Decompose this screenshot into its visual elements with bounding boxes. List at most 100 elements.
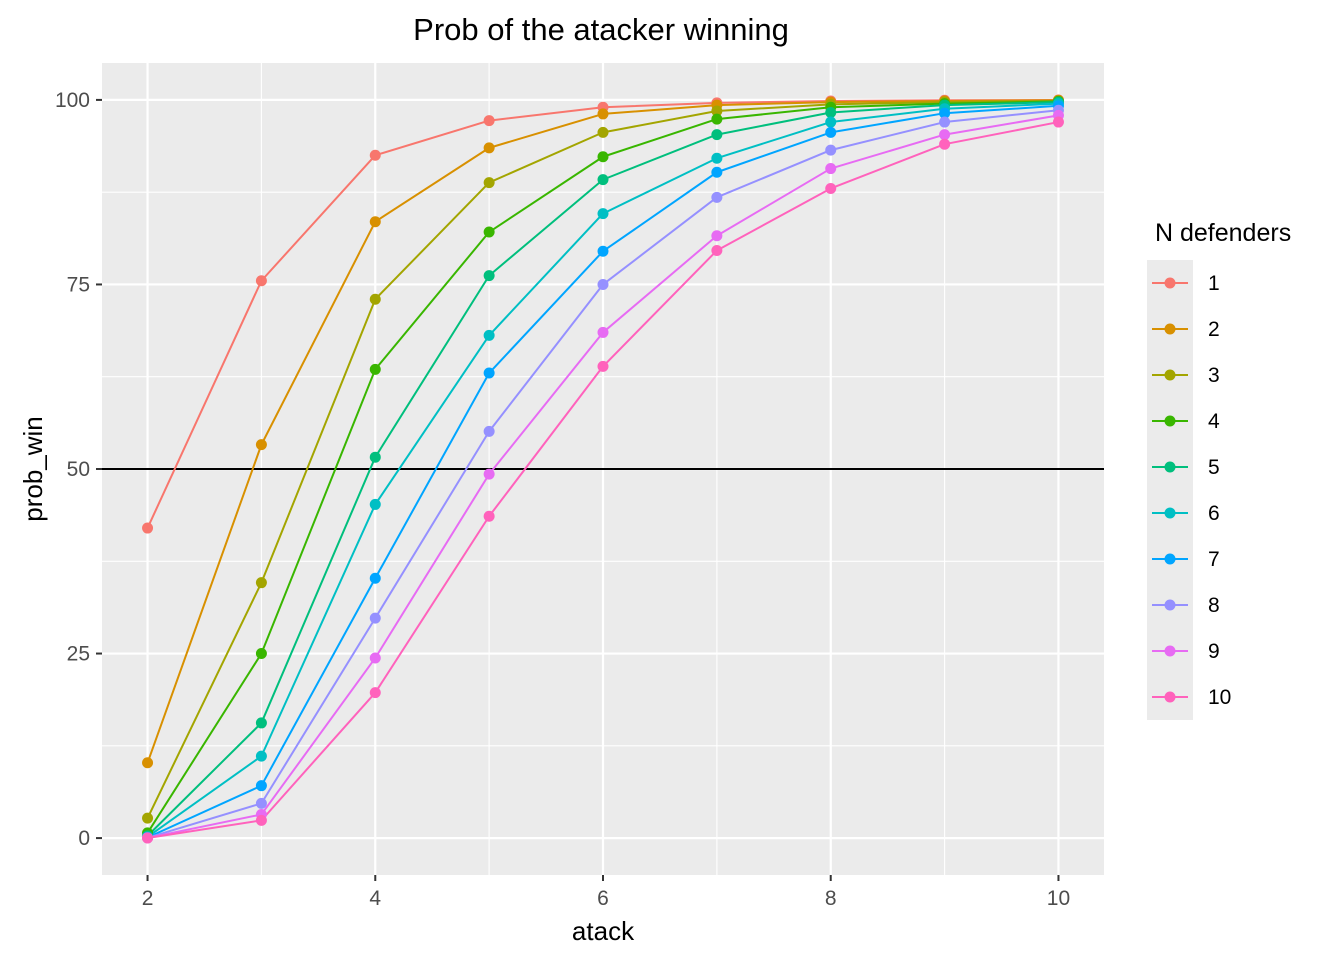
data-point-10 <box>255 814 267 826</box>
legend-label-1: 1 <box>1208 272 1220 295</box>
y-tick-label: 0 <box>78 827 90 850</box>
y-tick-label: 25 <box>67 643 90 666</box>
data-point-3 <box>255 577 267 589</box>
data-point-8 <box>369 612 381 624</box>
legend-label-3: 3 <box>1208 364 1220 387</box>
data-point-2 <box>597 108 609 120</box>
data-point-5 <box>597 174 609 186</box>
data-point-2 <box>483 142 495 154</box>
legend-key-point-4 <box>1164 415 1176 427</box>
x-axis-ticks: 2 4 6 8 10 <box>142 875 1070 910</box>
data-point-5 <box>825 106 837 118</box>
legend-key-point-8 <box>1164 599 1176 611</box>
data-point-10 <box>142 832 154 844</box>
legend-title: N defenders <box>1155 219 1291 247</box>
data-point-6 <box>369 498 381 510</box>
data-point-10 <box>483 510 495 522</box>
legend-label-2: 2 <box>1208 318 1220 341</box>
data-point-7 <box>255 780 267 792</box>
data-point-5 <box>711 129 723 141</box>
data-point-6 <box>597 208 609 220</box>
data-point-10 <box>369 687 381 699</box>
data-point-7 <box>711 166 723 178</box>
x-tick-label: 8 <box>825 887 837 910</box>
data-point-4 <box>597 151 609 163</box>
data-point-7 <box>597 245 609 257</box>
data-point-6 <box>825 116 837 128</box>
legend-label-6: 6 <box>1208 502 1220 525</box>
legend-label-8: 8 <box>1208 594 1220 617</box>
data-point-1 <box>142 522 154 534</box>
data-point-7 <box>483 367 495 379</box>
y-tick-label: 100 <box>55 89 90 112</box>
data-point-8 <box>483 425 495 437</box>
data-point-4 <box>711 113 723 125</box>
legend-key-point-9 <box>1164 645 1176 657</box>
data-point-5 <box>369 451 381 463</box>
series-points <box>142 94 1064 844</box>
data-point-6 <box>711 152 723 164</box>
legend-key-point-5 <box>1164 461 1176 473</box>
data-point-10 <box>711 244 723 256</box>
data-point-4 <box>483 226 495 238</box>
legend-label-9: 9 <box>1208 640 1220 663</box>
data-point-9 <box>369 652 381 664</box>
legend-label-7: 7 <box>1208 548 1220 571</box>
x-tick-label: 10 <box>1047 887 1070 910</box>
data-point-4 <box>255 648 267 660</box>
legend-key-panel <box>1147 260 1193 720</box>
data-point-8 <box>825 144 837 156</box>
data-point-9 <box>597 326 609 338</box>
y-tick-label: 75 <box>67 273 90 296</box>
data-point-1 <box>483 115 495 127</box>
data-point-10 <box>1052 116 1064 128</box>
data-point-1 <box>369 149 381 161</box>
legend-items: 1 2 3 4 5 6 7 8 9 10 <box>1152 272 1231 709</box>
data-point-7 <box>825 126 837 138</box>
data-point-6 <box>255 750 267 762</box>
y-tick-label: 50 <box>67 458 90 481</box>
data-point-6 <box>483 329 495 341</box>
data-point-7 <box>369 572 381 584</box>
legend: N defenders 1 2 3 4 5 6 7 8 9 10 <box>1147 219 1291 720</box>
legend-label-5: 5 <box>1208 456 1220 479</box>
data-point-3 <box>711 105 723 117</box>
data-point-2 <box>142 757 154 769</box>
data-point-3 <box>369 293 381 305</box>
data-point-9 <box>711 230 723 242</box>
data-point-9 <box>483 468 495 480</box>
legend-key-point-6 <box>1164 507 1176 519</box>
y-axis-ticks: 0 25 50 75 100 <box>55 89 102 850</box>
data-point-10 <box>939 138 951 150</box>
legend-key-point-10 <box>1164 691 1176 703</box>
x-tick-label: 6 <box>597 887 609 910</box>
data-point-10 <box>597 360 609 372</box>
x-tick-label: 2 <box>142 887 154 910</box>
data-point-7 <box>939 107 951 119</box>
data-point-9 <box>825 163 837 175</box>
data-point-2 <box>369 216 381 228</box>
data-point-1 <box>255 275 267 287</box>
legend-label-10: 10 <box>1208 686 1231 709</box>
data-point-5 <box>255 717 267 729</box>
data-point-8 <box>255 797 267 809</box>
data-point-10 <box>825 182 837 194</box>
chart-title: Prob of the atacker winning <box>413 12 789 47</box>
data-point-5 <box>483 270 495 282</box>
data-point-8 <box>597 278 609 290</box>
legend-key-point-7 <box>1164 553 1176 565</box>
legend-label-4: 4 <box>1208 410 1220 433</box>
x-axis-title: atack <box>572 916 635 946</box>
data-point-2 <box>255 439 267 451</box>
data-point-3 <box>483 177 495 189</box>
legend-key-point-3 <box>1164 369 1176 381</box>
data-point-3 <box>142 812 154 824</box>
data-point-4 <box>369 363 381 375</box>
data-point-8 <box>939 116 951 128</box>
data-point-3 <box>597 126 609 138</box>
y-axis-title: prob_win <box>18 416 48 522</box>
legend-key-point-2 <box>1164 323 1176 335</box>
legend-key-point-1 <box>1164 277 1176 289</box>
data-point-9 <box>939 129 951 141</box>
